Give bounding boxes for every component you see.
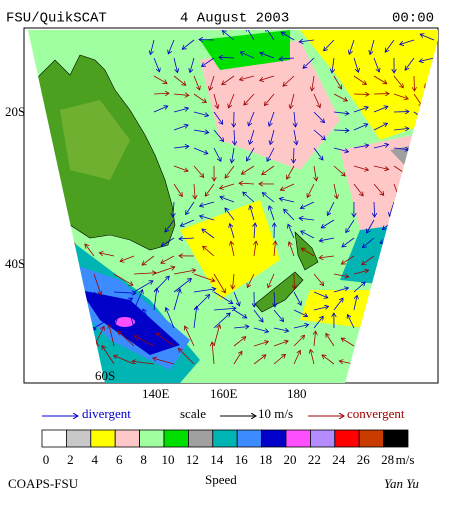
lon-label: 180 [287, 386, 307, 401]
legend-scale: scale [180, 406, 206, 421]
colorbar-label: 14 [210, 452, 224, 467]
color-swatch [359, 430, 383, 447]
footer-left: COAPS-FSU [8, 476, 79, 491]
color-swatch [188, 430, 212, 447]
colorbar-unit: m/s [396, 452, 415, 467]
title: FSU/QuikSCAT [6, 11, 107, 27]
color-swatch [140, 430, 164, 447]
legend-convergent: convergent [347, 406, 405, 421]
colorbar-title: Speed [205, 472, 237, 487]
colorbar-label: 24 [332, 452, 346, 467]
color-swatch [42, 430, 66, 447]
color-swatch [286, 430, 310, 447]
colorbar-label: 16 [235, 452, 249, 467]
color-swatch [384, 430, 408, 447]
colorbar-label: 4 [92, 452, 99, 467]
colorbar-label: 6 [116, 452, 123, 467]
colorbar-label: 22 [308, 452, 321, 467]
wind-arrow [334, 130, 349, 131]
colorbar-label: 26 [357, 452, 371, 467]
colorbar-label: 12 [186, 452, 199, 467]
colorbar-label: 20 [284, 452, 297, 467]
colorbar-label: 28 [381, 452, 394, 467]
color-swatch [164, 430, 188, 447]
color-swatch [237, 430, 261, 447]
colorbar-label: 10 [162, 452, 175, 467]
date: 4 August 2003 [180, 11, 289, 27]
footer-right: Yan Yu [384, 476, 419, 491]
legend-scale-value: 10 m/s [258, 406, 293, 421]
color-swatch [262, 430, 286, 447]
color-swatch [335, 430, 359, 447]
lat-label: 60S [95, 368, 115, 383]
time: 00:00 [392, 11, 434, 27]
colorbar-label: 18 [259, 452, 272, 467]
color-swatch [310, 430, 334, 447]
lon-label: 160E [210, 386, 238, 401]
color-swatch [115, 430, 139, 447]
lon-label: 140E [142, 386, 170, 401]
color-swatch [66, 430, 90, 447]
lat-label: 40S [5, 256, 25, 271]
colorbar-label: 8 [140, 452, 147, 467]
lat-label: 20S [5, 104, 25, 119]
color-swatch [213, 430, 237, 447]
colorbar-label: 2 [67, 452, 74, 467]
legend-divergent: divergent [82, 406, 131, 421]
colorbar-label: 0 [43, 452, 50, 467]
color-swatch [91, 430, 115, 447]
